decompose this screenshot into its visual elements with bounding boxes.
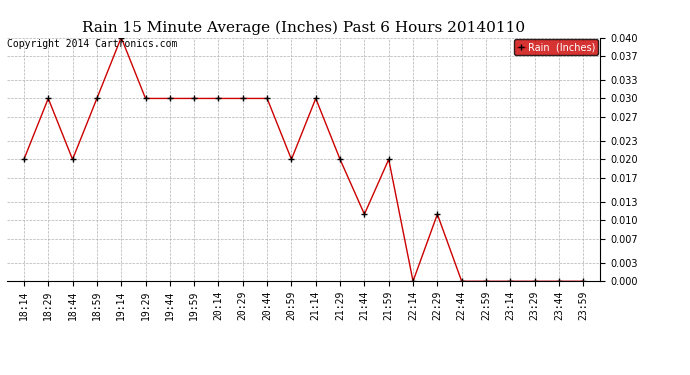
Line: Rain  (Inches): Rain (Inches)	[21, 34, 586, 285]
Rain  (Inches)	[555, 279, 563, 284]
Rain  (Inches)	[215, 96, 223, 101]
Rain  (Inches)	[44, 96, 52, 101]
Legend: Rain  (Inches): Rain (Inches)	[515, 39, 598, 55]
Title: Rain 15 Minute Average (Inches) Past 6 Hours 20140110: Rain 15 Minute Average (Inches) Past 6 H…	[82, 21, 525, 35]
Rain  (Inches)	[190, 96, 198, 101]
Rain  (Inches)	[409, 279, 417, 284]
Rain  (Inches)	[531, 279, 539, 284]
Rain  (Inches)	[312, 96, 320, 101]
Rain  (Inches)	[263, 96, 271, 101]
Rain  (Inches)	[166, 96, 174, 101]
Rain  (Inches)	[117, 35, 126, 40]
Text: Copyright 2014 Cartronics.com: Copyright 2014 Cartronics.com	[7, 39, 177, 50]
Rain  (Inches)	[141, 96, 150, 101]
Rain  (Inches)	[92, 96, 101, 101]
Rain  (Inches)	[68, 157, 77, 162]
Rain  (Inches)	[360, 212, 368, 216]
Rain  (Inches)	[384, 157, 393, 162]
Rain  (Inches)	[433, 212, 442, 216]
Rain  (Inches)	[579, 279, 587, 284]
Rain  (Inches)	[239, 96, 247, 101]
Rain  (Inches)	[457, 279, 466, 284]
Rain  (Inches)	[287, 157, 295, 162]
Rain  (Inches)	[482, 279, 490, 284]
Rain  (Inches)	[336, 157, 344, 162]
Rain  (Inches)	[506, 279, 515, 284]
Rain  (Inches)	[20, 157, 28, 162]
